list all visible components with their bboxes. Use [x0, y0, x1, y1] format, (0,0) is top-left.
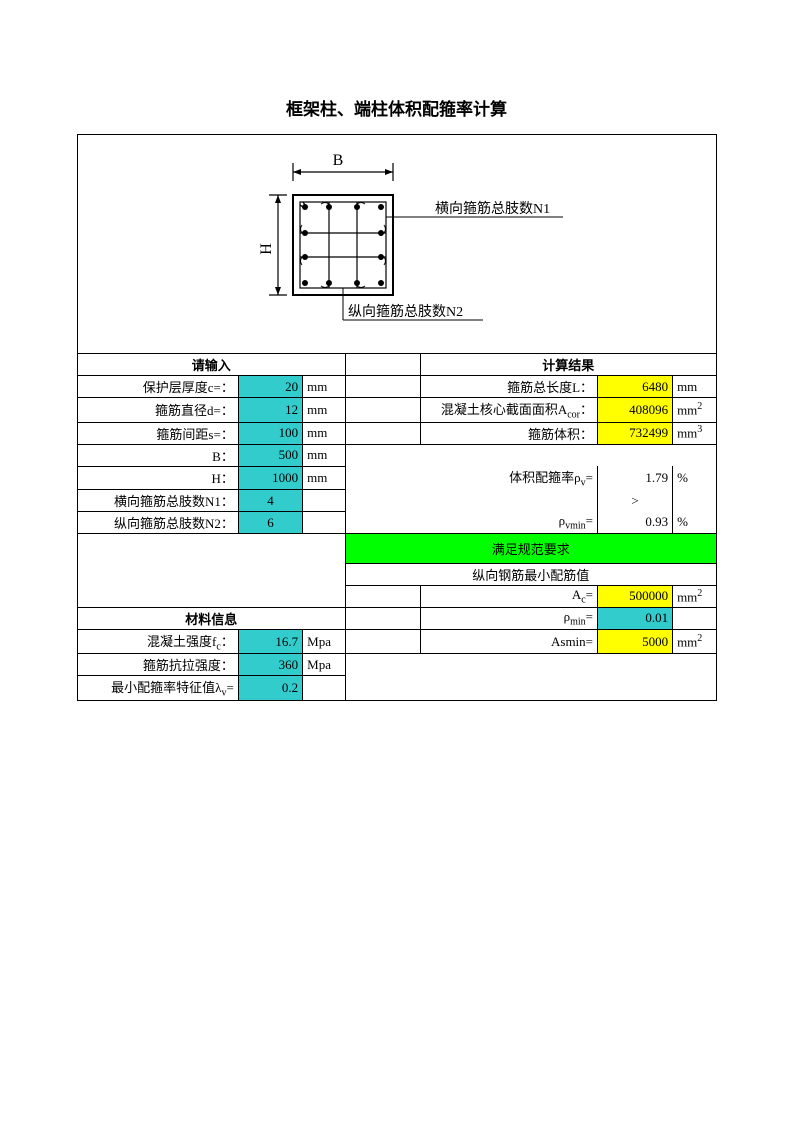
fy-value[interactable]: 360	[238, 654, 302, 676]
dia-unit: mm	[303, 398, 346, 423]
lambda-value[interactable]: 0.2	[238, 676, 302, 700]
rho-min-value: 0.01	[598, 607, 673, 629]
N1-value[interactable]: 4	[238, 490, 302, 512]
Vol-label: 箍筋体积：	[421, 422, 598, 444]
rho-vmin-unit: %	[673, 512, 716, 534]
Acor-unit: mm2	[673, 398, 716, 423]
calculation-sheet: B H	[77, 134, 717, 701]
L-label: 箍筋总长度L：	[421, 376, 598, 398]
L-value: 6480	[598, 376, 673, 398]
B-dim-label: B	[332, 152, 343, 169]
rho-vmin-value: 0.93	[598, 512, 673, 534]
H-dim-label: H	[258, 243, 275, 255]
fc-unit: Mpa	[303, 629, 346, 654]
rho-min-label: ρmin=	[421, 607, 598, 629]
Asmin-value: 5000	[598, 629, 673, 654]
rho-vmin-label: ρvmin=	[421, 512, 598, 534]
result-header: 计算结果	[421, 354, 716, 376]
B-label: B：	[78, 444, 239, 466]
B-unit: mm	[303, 444, 346, 466]
N2-label: 纵向箍筋总肢数N2：	[78, 512, 239, 534]
N2-leader-label: 纵向箍筋总肢数N2	[348, 303, 463, 320]
fy-unit: Mpa	[303, 654, 346, 676]
spacing-label: 箍筋间距s=：	[78, 422, 239, 444]
longitudinal-header: 纵向钢筋最小配筋值	[346, 564, 716, 586]
status-badge: 满足规范要求	[346, 534, 716, 564]
lambda-label: 最小配箍率特征值λv=	[78, 676, 239, 700]
dia-label: 箍筋直径d=：	[78, 398, 239, 423]
data-table: 请输入 计算结果 保护层厚度c=： 20 mm 箍筋总长度L： 6480 mm …	[78, 353, 716, 700]
cover-unit: mm	[303, 376, 346, 398]
compare-symbol: >	[598, 490, 673, 512]
H-unit: mm	[303, 466, 346, 490]
Ac-value: 500000	[598, 586, 673, 608]
rho-v-value: 1.79	[598, 466, 673, 490]
cross-section-diagram: B H	[78, 135, 716, 353]
fc-value[interactable]: 16.7	[238, 629, 302, 654]
N1-leader-label: 横向箍筋总肢数N1	[435, 200, 550, 217]
cover-label: 保护层厚度c=：	[78, 376, 239, 398]
N2-value[interactable]: 6	[238, 512, 302, 534]
diagram-svg: B H	[233, 145, 633, 345]
rho-v-unit: %	[673, 466, 716, 490]
H-value[interactable]: 1000	[238, 466, 302, 490]
fy-label: 箍筋抗拉强度：	[78, 654, 239, 676]
dia-value[interactable]: 12	[238, 398, 302, 423]
Asmin-label: Asmin=	[421, 629, 598, 654]
B-value[interactable]: 500	[238, 444, 302, 466]
spacing-value[interactable]: 100	[238, 422, 302, 444]
Asmin-unit: mm2	[673, 629, 716, 654]
spacing-unit: mm	[303, 422, 346, 444]
L-unit: mm	[673, 376, 716, 398]
Vol-unit: mm3	[673, 422, 716, 444]
Acor-label: 混凝土核心截面面积Acor：	[421, 398, 598, 423]
Acor-value: 408096	[598, 398, 673, 423]
N1-label: 横向箍筋总肢数N1：	[78, 490, 239, 512]
rho-v-label: 体积配箍率ρv=	[421, 466, 598, 490]
H-label: H：	[78, 466, 239, 490]
Ac-label: Ac=	[421, 586, 598, 608]
Ac-unit: mm2	[673, 586, 716, 608]
input-header: 请输入	[78, 354, 346, 376]
page-title: 框架柱、端柱体积配箍率计算	[75, 95, 718, 120]
fc-label: 混凝土强度fc：	[78, 629, 239, 654]
material-header: 材料信息	[78, 607, 346, 629]
Vol-value: 732499	[598, 422, 673, 444]
cover-value[interactable]: 20	[238, 376, 302, 398]
